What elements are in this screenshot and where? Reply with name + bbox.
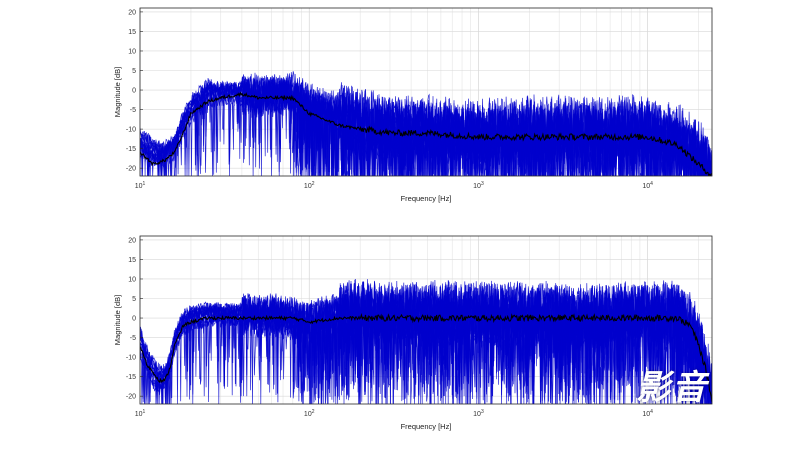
x-tick-label: 101 [135, 409, 146, 418]
y-tick-label: 0 [132, 316, 136, 323]
y-tick-label: 5 [132, 68, 136, 75]
series-group [140, 278, 712, 404]
y-tick-label: -15 [126, 146, 136, 153]
y-axis-label: Magnitude [dB] [113, 295, 122, 345]
y-tick-label: 5 [132, 296, 136, 303]
x-tick-label: 103 [473, 181, 484, 190]
y-axis-label: Magnitude [dB] [113, 67, 122, 117]
series-line [140, 79, 712, 176]
y-tick-label: 15 [128, 29, 136, 36]
watermark-text: 影音 [636, 369, 708, 407]
y-tick-label: 10 [128, 276, 136, 283]
y-tick-label: -5 [130, 107, 136, 114]
watermark: 影音 [636, 362, 806, 407]
y-tick-label: 0 [132, 88, 136, 95]
series-line [140, 75, 712, 176]
x-tick-label: 104 [642, 409, 653, 418]
mean-line [140, 91, 712, 176]
x-axis-label: Frequency [Hz] [401, 194, 452, 203]
axes-frame [139, 235, 713, 405]
y-tick-label: -20 [126, 394, 136, 401]
x-tick-label: 101 [135, 181, 146, 190]
x-tick-label: 103 [473, 409, 484, 418]
x-tick-label: 102 [304, 181, 315, 190]
watermark-box [728, 370, 772, 402]
y-tick-label: 20 [128, 237, 136, 244]
y-tick-label: 20 [128, 9, 136, 16]
y-tick-label: 15 [128, 257, 136, 264]
x-tick-label: 104 [642, 181, 653, 190]
y-tick-label: -20 [126, 166, 136, 173]
mean-line [140, 312, 712, 403]
chart-panel-1: 20 15 10 5 0 -5 -10 -15 -20 101 102 103 104 Frequency… [113, 7, 713, 203]
y-tick-label: -15 [126, 374, 136, 381]
y-tick-label: 10 [128, 48, 136, 55]
y-tick-label: -10 [126, 355, 136, 362]
series-group [140, 71, 712, 176]
x-axis-label: Frequency [Hz] [401, 422, 452, 431]
chart-panel-2: 20 15 10 5 0 -5 -10 -15 -20 101 102 103 104 Frequency… [113, 235, 713, 431]
axes-frame [139, 7, 713, 177]
y-tick-label: -5 [130, 335, 136, 342]
x-tick-label: 102 [304, 409, 315, 418]
y-tick-label: -10 [126, 127, 136, 134]
series-line [140, 291, 712, 404]
